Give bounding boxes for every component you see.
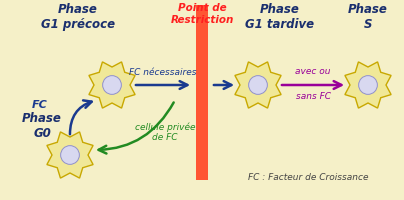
Bar — [196, 5, 208, 180]
Text: sans FC: sans FC — [295, 92, 330, 101]
Text: avec ou: avec ou — [295, 67, 331, 76]
Text: FC nécessaires: FC nécessaires — [129, 68, 197, 77]
Circle shape — [248, 76, 267, 94]
Text: FC: FC — [32, 100, 48, 110]
Polygon shape — [47, 132, 93, 178]
Circle shape — [103, 76, 121, 94]
Circle shape — [61, 146, 79, 164]
Polygon shape — [345, 62, 391, 108]
Polygon shape — [89, 62, 135, 108]
Circle shape — [359, 76, 377, 94]
Text: Phase
G0: Phase G0 — [22, 112, 62, 140]
Text: Phase
S: Phase S — [348, 3, 388, 31]
Text: cellule privée
de FC: cellule privée de FC — [135, 122, 195, 142]
Polygon shape — [235, 62, 281, 108]
Text: Phase
G1 tardive: Phase G1 tardive — [246, 3, 315, 31]
Text: Phase
G1 précoce: Phase G1 précoce — [41, 3, 115, 31]
Text: FC : Facteur de Croissance: FC : Facteur de Croissance — [248, 173, 368, 182]
Text: Point de
Restriction: Point de Restriction — [170, 3, 234, 25]
